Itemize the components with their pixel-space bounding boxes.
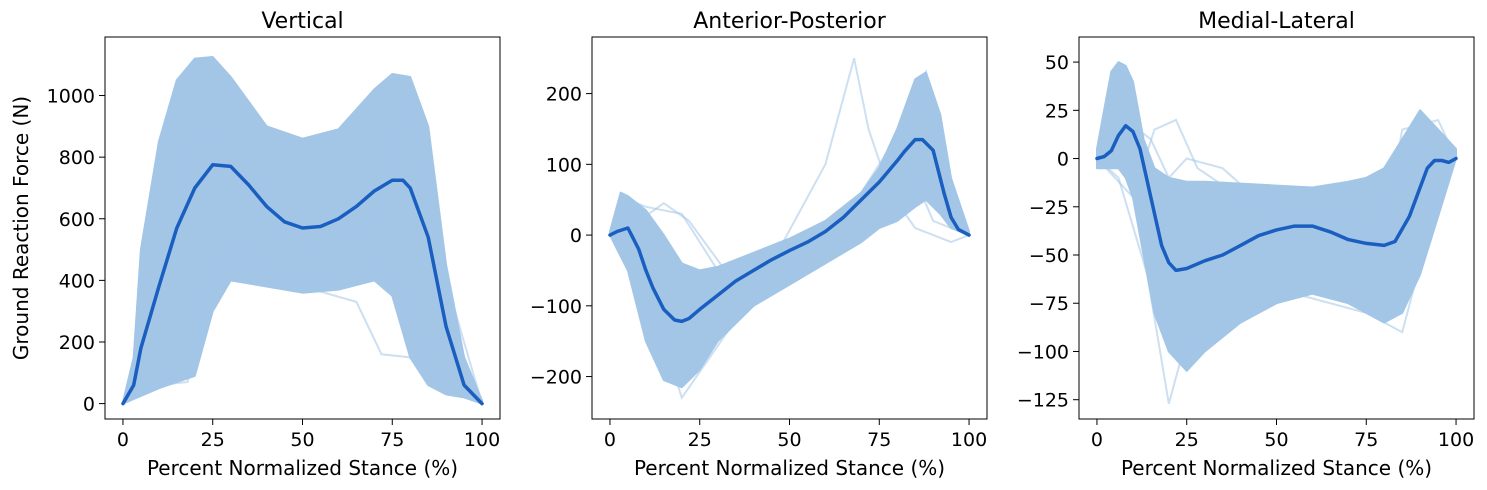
y-tick-label: −100	[1017, 341, 1069, 363]
y-tick-label: 0	[570, 225, 582, 247]
x-tick-label: 75	[380, 429, 404, 451]
y-tick-label: 0	[1057, 149, 1069, 171]
y-tick-label: −50	[1029, 245, 1069, 267]
vertical-force-panel: Vertical Percent Normalized Stance (%) G…	[9, 9, 501, 480]
y-tick-label: 50	[1045, 52, 1069, 74]
y-tick-label: 600	[59, 209, 95, 231]
x-axis-label: Percent Normalized Stance (%)	[634, 456, 945, 480]
x-tick-label: 75	[1354, 429, 1378, 451]
y-tick-label: −75	[1029, 293, 1069, 315]
chart-title: Anterior-Posterior	[693, 9, 887, 34]
x-tick-label: 25	[688, 429, 712, 451]
x-tick-label: 0	[604, 429, 616, 451]
individual-trial-line	[122, 242, 483, 405]
y-tick-label: 800	[59, 147, 95, 169]
x-axis-label: Percent Normalized Stance (%)	[1121, 456, 1432, 480]
y-tick-label: 200	[546, 84, 582, 106]
mean-curve-line	[121, 163, 484, 406]
individual-trial-line	[1096, 157, 1457, 404]
mean-curve-line	[608, 137, 971, 324]
plot-area	[121, 56, 484, 406]
y-tick-label: 1000	[47, 86, 95, 108]
y-tick-label: 100	[546, 154, 582, 176]
x-tick-label: 50	[777, 429, 801, 451]
x-tick-label: 100	[464, 429, 500, 451]
anterior-posterior-force-panel: Anterior-Posterior Percent Normalized St…	[530, 9, 988, 480]
chart-title: Medial-Lateral	[1198, 9, 1355, 34]
y-tick-label: −125	[1017, 390, 1069, 412]
x-tick-label: 50	[290, 429, 314, 451]
x-tick-label: 100	[951, 429, 987, 451]
chart-title: Vertical	[261, 9, 343, 34]
x-tick-label: 25	[201, 429, 225, 451]
medial-lateral-force-panel: Medial-Lateral Percent Normalized Stance…	[1017, 9, 1475, 480]
y-axis-label: Ground Reaction Force (N)	[9, 96, 33, 360]
x-tick-label: 75	[867, 429, 891, 451]
mean-curve-line	[1095, 123, 1458, 273]
x-tick-label: 50	[1264, 429, 1288, 451]
individual-trial-line	[1096, 118, 1457, 237]
individual-trial-line	[122, 263, 483, 405]
y-tick-label: 200	[59, 332, 95, 354]
x-tick-label: 100	[1438, 429, 1474, 451]
individual-trial-line	[609, 68, 970, 401]
plot-area	[608, 57, 971, 401]
y-tick-label: 25	[1045, 100, 1069, 122]
x-axis-label: Percent Normalized Stance (%)	[147, 456, 458, 480]
y-tick-label: −25	[1029, 197, 1069, 219]
individual-trial-line	[609, 57, 970, 272]
y-tick-label: −200	[530, 367, 582, 389]
y-tick-label: −100	[530, 296, 582, 318]
x-tick-label: 25	[1175, 429, 1199, 451]
y-tick-label: 0	[83, 394, 95, 416]
plot-area	[1095, 61, 1458, 404]
individual-trial-line	[609, 133, 970, 286]
x-tick-label: 0	[117, 429, 129, 451]
x-tick-label: 0	[1091, 429, 1103, 451]
y-tick-label: 400	[59, 270, 95, 292]
